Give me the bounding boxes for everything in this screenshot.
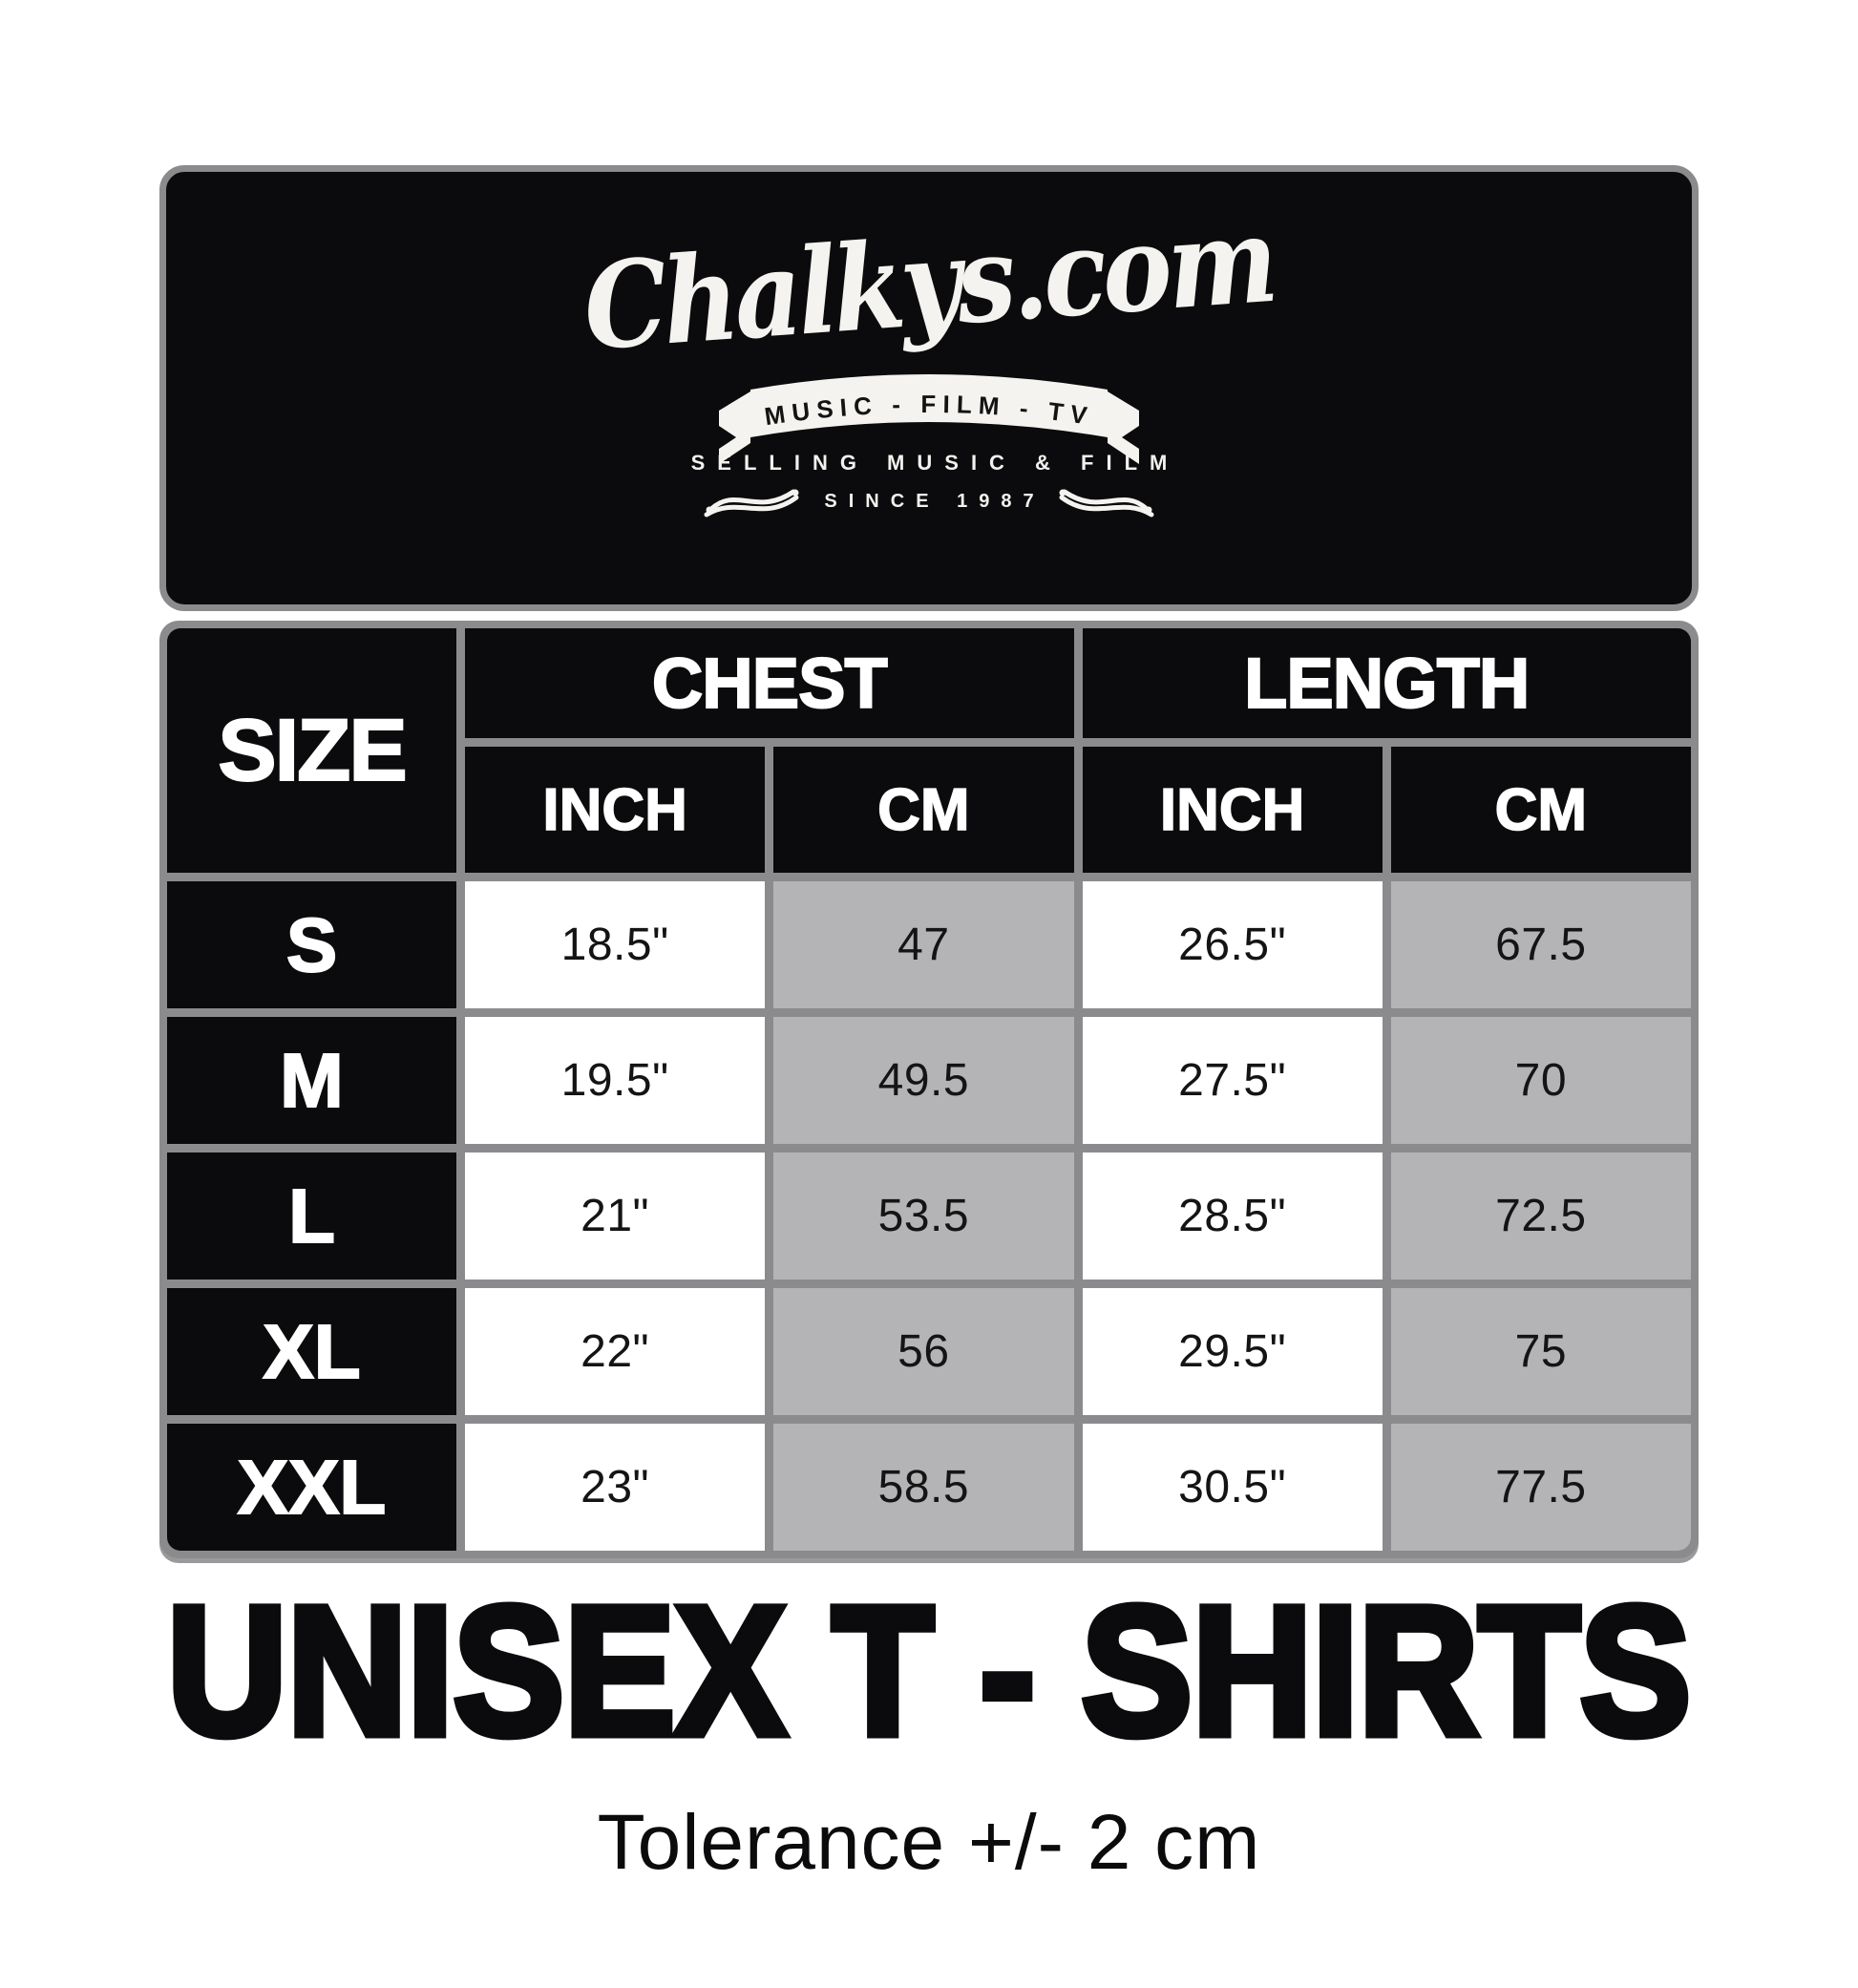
size-label-xl: XL <box>167 1288 456 1415</box>
length-inch-value: 30.5" <box>1082 1424 1383 1551</box>
chest-inch-header: INCH <box>465 747 766 873</box>
ribbon-banner-icon: MUSIC - FILM - TV <box>719 374 1139 464</box>
length-inch-value: 29.5" <box>1082 1288 1383 1415</box>
chest-inch-value: 19.5" <box>465 1017 766 1144</box>
length-cm-value: 67.5 <box>1390 881 1691 1008</box>
size-label-l: L <box>167 1153 456 1280</box>
size-label-s: S <box>167 881 456 1008</box>
length-cm-header: CM <box>1390 747 1691 873</box>
chest-cm-value: 53.5 <box>773 1153 1074 1280</box>
chest-inch-value: 22" <box>465 1288 766 1415</box>
ribbon-banner: MUSIC - FILM - TV <box>714 357 1144 470</box>
length-cm-value: 72.5 <box>1390 1153 1691 1280</box>
size-table: SIZE CHEST LENGTH INCH CM INCH CM S 18.5… <box>159 621 1699 1558</box>
logo-since-row: SINCE 1987 <box>704 484 1154 518</box>
product-title-text: UNISEX T - SHIRTS <box>167 1576 1691 1771</box>
tolerance-note: Tolerance +/- 2 cm <box>597 1799 1261 1886</box>
chest-inch-value: 18.5" <box>465 881 766 1008</box>
chest-cm-value: 58.5 <box>773 1424 1074 1551</box>
length-inch-value: 28.5" <box>1082 1153 1383 1280</box>
logo-tagline: SELLING MUSIC & FILM <box>690 451 1180 475</box>
chest-cm-value: 56 <box>773 1288 1074 1415</box>
chest-cm-header: CM <box>773 747 1074 873</box>
chest-cm-value: 47 <box>773 881 1074 1008</box>
flourish-right-icon <box>1059 484 1154 518</box>
brand-logo-text: Chalkys.com <box>580 190 1278 378</box>
brand-logo-panel: Chalkys.com MUSIC - FILM - TV SELLING MU… <box>159 165 1699 611</box>
size-label-xxl: XXL <box>167 1424 456 1551</box>
chest-group-header: CHEST <box>465 628 1074 738</box>
length-group-header: LENGTH <box>1082 628 1691 738</box>
chest-inch-value: 23" <box>465 1424 766 1551</box>
length-cm-value: 75 <box>1390 1288 1691 1415</box>
size-column-header: SIZE <box>167 628 456 873</box>
length-inch-value: 26.5" <box>1082 881 1383 1008</box>
chest-inch-value: 21" <box>465 1153 766 1280</box>
size-label-m: M <box>167 1017 456 1144</box>
size-chart-page: Chalkys.com MUSIC - FILM - TV SELLING MU… <box>159 0 1699 1888</box>
length-cm-value: 70 <box>1390 1017 1691 1144</box>
chest-cm-value: 49.5 <box>773 1017 1074 1144</box>
length-inch-value: 27.5" <box>1082 1017 1383 1144</box>
flourish-left-icon <box>704 484 799 518</box>
length-cm-value: 77.5 <box>1390 1424 1691 1551</box>
product-title: UNISEX T - SHIRTS <box>159 1564 1699 1778</box>
length-inch-header: INCH <box>1082 747 1383 873</box>
logo-since-text: SINCE 1987 <box>824 490 1045 512</box>
